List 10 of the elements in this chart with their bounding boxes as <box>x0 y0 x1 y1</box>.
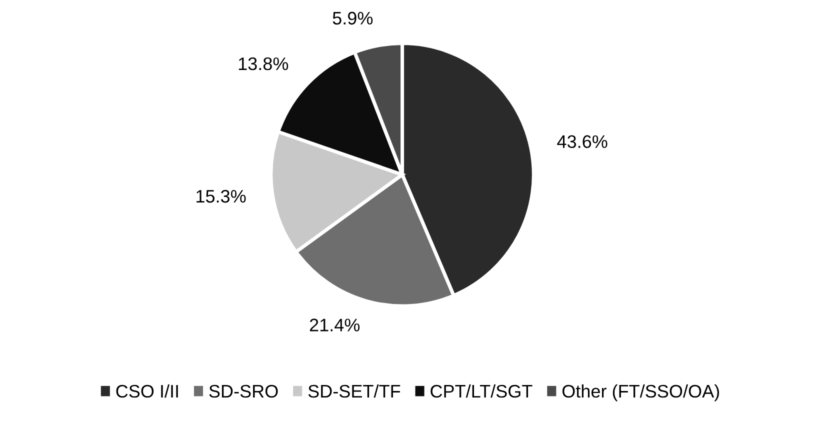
data-label: 15.3% <box>196 190 246 203</box>
legend-label: Other (FT/SSO/OA) <box>562 384 719 402</box>
legend-label: SD-SRO <box>209 384 278 398</box>
data-label: 43.6% <box>557 135 608 148</box>
legend-label: SD-SET/TF <box>308 384 400 398</box>
legend-label: CSO I/II <box>116 384 178 398</box>
data-label: 5.9% <box>332 12 373 25</box>
data-label: 21.4% <box>310 318 360 332</box>
legend-label: CPT/LT/SGT <box>430 384 532 398</box>
data-label: 13.8% <box>238 57 288 70</box>
